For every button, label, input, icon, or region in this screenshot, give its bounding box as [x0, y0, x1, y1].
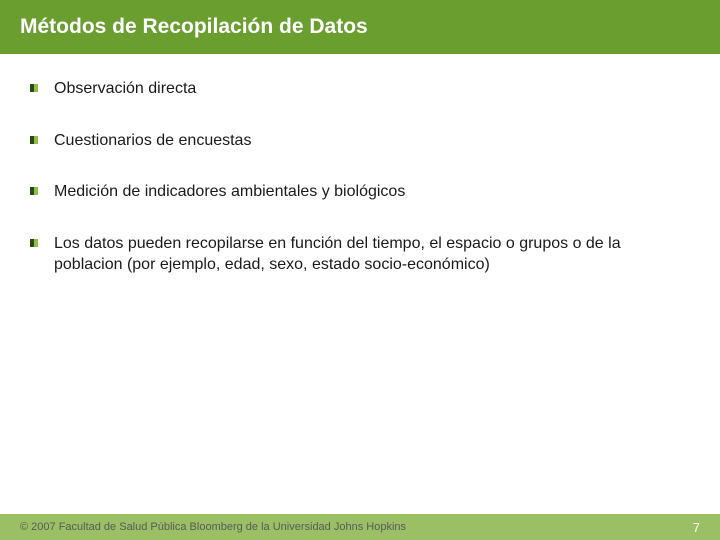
slide-title: Métodos de Recopilación de Datos	[20, 15, 368, 39]
slide-footer: © 2007 Facultad de Salud Pública Bloombe…	[0, 514, 720, 540]
footer-copyright: © 2007 Facultad de Salud Pública Bloombe…	[20, 521, 406, 533]
slide-content: Observación directa Cuestionarios de enc…	[0, 54, 720, 276]
bullet-text: Medición de indicadores ambientales y bi…	[54, 183, 405, 200]
bullet-icon	[30, 136, 42, 144]
list-item: Cuestionarios de encuestas	[30, 130, 690, 152]
bullet-text: Observación directa	[54, 80, 196, 97]
bullet-icon	[30, 84, 42, 92]
slide-header: Métodos de Recopilación de Datos	[0, 0, 720, 54]
bullet-list: Observación directa Cuestionarios de enc…	[30, 78, 690, 276]
list-item: Observación directa	[30, 78, 690, 100]
bullet-text: Los datos pueden recopilarse en función …	[54, 235, 621, 274]
list-item: Medición de indicadores ambientales y bi…	[30, 181, 690, 203]
bullet-icon	[30, 239, 42, 247]
bullet-icon	[30, 187, 42, 195]
footer-page-number: 7	[693, 520, 700, 535]
list-item: Los datos pueden recopilarse en función …	[30, 233, 690, 276]
bullet-text: Cuestionarios de encuestas	[54, 132, 251, 149]
